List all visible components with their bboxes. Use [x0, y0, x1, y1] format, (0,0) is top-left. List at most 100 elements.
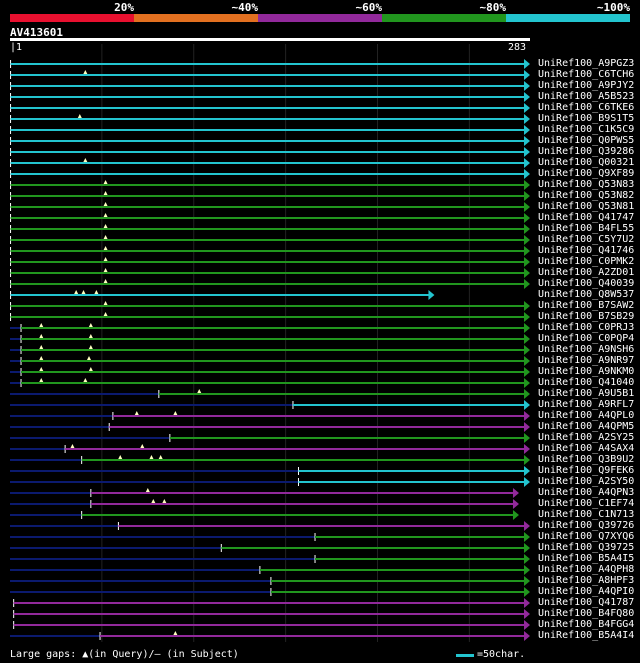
- query-gap-marker: [103, 235, 108, 239]
- query-gap-marker: [94, 290, 99, 294]
- hit-label[interactable]: UniRef100_C1N713: [538, 509, 635, 520]
- hit-arrow: [524, 444, 530, 454]
- query-gap-marker: [103, 202, 108, 206]
- query-gap-marker: [103, 213, 108, 217]
- hit-arrow: [524, 554, 530, 564]
- hit-label[interactable]: UniRef100_C0PRJ3: [538, 322, 635, 333]
- hit-label[interactable]: UniRef100_Q7XYQ6: [538, 531, 635, 542]
- hit-label[interactable]: UniRef100_A8HPF3: [538, 575, 635, 586]
- hit-label[interactable]: UniRef100_Q40039: [538, 278, 635, 289]
- hit-label[interactable]: UniRef100_C0PMK2: [538, 256, 635, 267]
- hit-label[interactable]: UniRef100_A2SY25: [538, 432, 635, 443]
- hit-label[interactable]: UniRef100_Q53N81: [538, 201, 635, 212]
- hit-arrow: [524, 257, 530, 267]
- hit-label[interactable]: UniRef100_Q41787: [538, 597, 635, 608]
- hit-arrow: [524, 136, 530, 146]
- query-gap-marker: [158, 455, 163, 459]
- hit-arrow: [524, 202, 530, 212]
- query-gap-marker: [83, 378, 88, 382]
- query-gap-marker: [88, 323, 93, 327]
- hit-arrow: [524, 356, 530, 366]
- query-gap-marker: [134, 411, 139, 415]
- hit-arrow: [524, 620, 530, 630]
- hit-label[interactable]: UniRef100_B5A4I4: [538, 630, 635, 641]
- hit-label[interactable]: UniRef100_Q41746: [538, 245, 635, 256]
- query-gap-marker: [162, 499, 167, 503]
- hit-label[interactable]: UniRef100_Q41747: [538, 212, 635, 223]
- query-gap-marker: [39, 378, 44, 382]
- query-gap-marker: [88, 334, 93, 338]
- hit-label[interactable]: UniRef100_Q9FEK6: [538, 465, 635, 476]
- hit-label[interactable]: UniRef100_C5Y7U2: [538, 234, 635, 245]
- hit-label[interactable]: UniRef100_A4SAX4: [538, 443, 635, 454]
- hit-label[interactable]: UniRef100_B5A4I5: [538, 553, 635, 564]
- hit-label[interactable]: UniRef100_C6TCH6: [538, 69, 635, 80]
- hit-label[interactable]: UniRef100_B7SAW2: [538, 300, 635, 311]
- hit-label[interactable]: UniRef100_A2ZD01: [538, 267, 635, 278]
- hit-label[interactable]: UniRef100_C0PQP4: [538, 333, 635, 344]
- query-gap-marker: [103, 224, 108, 228]
- hit-label[interactable]: UniRef100_A9NR97: [538, 355, 635, 366]
- hit-arrow: [524, 466, 530, 476]
- hit-label[interactable]: UniRef100_B4FGG4: [538, 619, 635, 630]
- hit-label[interactable]: UniRef100_Q3B9U2: [538, 454, 635, 465]
- hit-label[interactable]: UniRef100_Q41040: [538, 377, 635, 388]
- hit-label[interactable]: UniRef100_C1K5C9: [538, 124, 635, 135]
- hit-label[interactable]: UniRef100_A2SY50: [538, 476, 635, 487]
- hit-label[interactable]: UniRef100_B4FL55: [538, 223, 635, 234]
- query-gap-marker: [87, 356, 92, 360]
- query-gap-marker: [77, 114, 82, 118]
- query-gap-marker: [103, 268, 108, 272]
- legend-label: ~100%: [596, 1, 630, 14]
- gap-legend: Large gaps: ▲(in Query)/– (in Subject): [10, 649, 239, 660]
- hit-label[interactable]: UniRef100_Q0PWS5: [538, 135, 635, 146]
- hit-label[interactable]: UniRef100_A4QPI0: [538, 586, 635, 597]
- hit-label[interactable]: UniRef100_A4QPL0: [538, 410, 635, 421]
- hit-label[interactable]: UniRef100_Q53N82: [538, 190, 635, 201]
- query-gap-marker: [70, 444, 75, 448]
- query-gap-marker: [39, 323, 44, 327]
- ruler-start-label: |1: [10, 42, 23, 53]
- hit-label[interactable]: UniRef100_Q8W537: [538, 289, 635, 300]
- hit-label[interactable]: UniRef100_A9RFL7: [538, 399, 635, 410]
- query-gap-marker: [103, 301, 108, 305]
- hit-label[interactable]: UniRef100_A4QPH8: [538, 564, 635, 575]
- hit-label[interactable]: UniRef100_A4QPN3: [538, 487, 635, 498]
- hit-label[interactable]: UniRef100_Q9XF89: [538, 168, 635, 179]
- hit-label[interactable]: UniRef100_A5B523: [538, 91, 635, 102]
- hit-label[interactable]: UniRef100_Q39726: [538, 520, 635, 531]
- hit-label[interactable]: UniRef100_Q39286: [538, 146, 635, 157]
- hit-label[interactable]: UniRef100_A9PGZ3: [538, 58, 635, 69]
- hit-label[interactable]: UniRef100_B4FQ80: [538, 608, 635, 619]
- hit-arrow: [524, 323, 530, 333]
- hit-arrow: [524, 59, 530, 69]
- hit-label[interactable]: UniRef100_Q39725: [538, 542, 635, 553]
- query-gap-marker: [173, 411, 178, 415]
- query-id: AV413601: [10, 26, 63, 39]
- hit-arrow: [524, 312, 530, 322]
- hit-label[interactable]: UniRef100_Q53N83: [538, 179, 635, 190]
- hit-label[interactable]: UniRef100_B7SB29: [538, 311, 635, 322]
- query-gap-marker: [39, 345, 44, 349]
- hit-label[interactable]: UniRef100_B9S1T5: [538, 113, 635, 124]
- legend-label: ~40%: [231, 1, 259, 14]
- legend-segment: [134, 14, 258, 22]
- ruler-end-label: 283: [508, 42, 527, 53]
- query-gap-marker: [103, 279, 108, 283]
- hit-label[interactable]: UniRef100_A9NKM0: [538, 366, 635, 377]
- query-gap-marker: [74, 290, 79, 294]
- hit-label[interactable]: UniRef100_A9NSH6: [538, 344, 635, 355]
- hit-arrow: [524, 587, 530, 597]
- hit-arrow: [524, 367, 530, 377]
- hit-arrow: [524, 191, 530, 201]
- hit-label[interactable]: UniRef100_C6TKE6: [538, 102, 635, 113]
- hit-label[interactable]: UniRef100_A9PJY2: [538, 80, 635, 91]
- hit-label[interactable]: UniRef100_C1EF74: [538, 498, 635, 509]
- hit-label[interactable]: UniRef100_A4QPM5: [538, 421, 635, 432]
- hit-label[interactable]: UniRef100_Q00321: [538, 157, 635, 168]
- scale-swatch: [456, 654, 474, 657]
- hit-label[interactable]: UniRef100_A9U5B1: [538, 388, 635, 399]
- hit-arrow: [512, 510, 519, 520]
- query-gap-marker: [88, 367, 93, 371]
